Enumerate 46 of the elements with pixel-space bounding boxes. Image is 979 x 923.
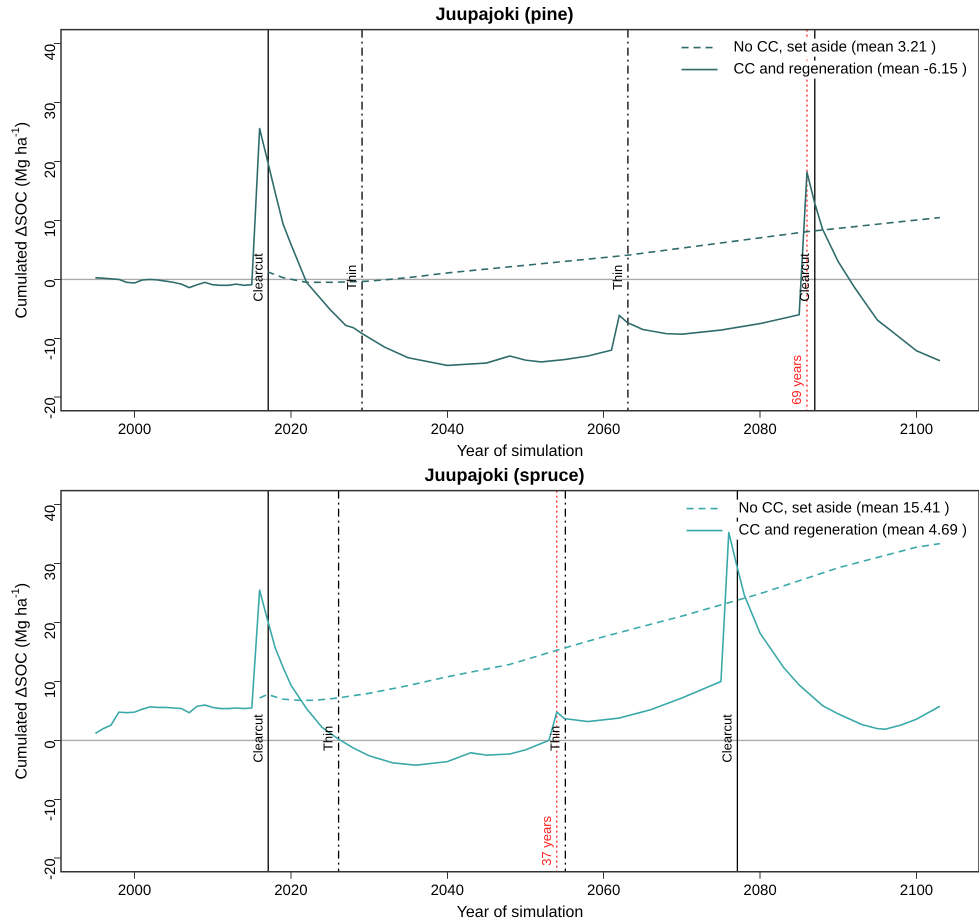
y-tick-label: 0	[42, 740, 60, 749]
ref-line-label: Clearcut	[250, 714, 266, 763]
y-tick-label: 20	[42, 622, 60, 640]
x-tick-label: 2000	[118, 420, 152, 438]
x-tick-label: 2060	[586, 882, 620, 899]
ref-line-label: Clearcut	[250, 252, 266, 302]
ref-line-label: Clearcut	[796, 252, 812, 302]
x-axis-title: Year of simulation	[456, 442, 584, 460]
ref-line-label: Thin	[547, 726, 562, 752]
chart-title: Juupajoki (pine)	[435, 4, 574, 24]
legend-label: No CC, set aside (mean 3.21 )	[734, 38, 936, 56]
x-tick-label: 2020	[274, 420, 308, 438]
ref-line-label: 69 years	[789, 354, 804, 405]
y-tick-label: -20	[42, 397, 60, 419]
y-axis-title: Cumulated ΔSOC (Mg ha-1)	[10, 582, 30, 780]
x-tick-label: 2060	[586, 420, 620, 438]
legend-label: CC and regeneration (mean 4.69 )	[738, 522, 968, 539]
y-tick-label: 20	[42, 162, 60, 178]
ref-line-label: Clearcut	[719, 714, 734, 763]
x-tick-label: 2040	[430, 882, 464, 899]
x-tick-label: 2020	[274, 882, 308, 899]
y-axis-title: Cumulated ΔSOC (Mg ha-1)	[10, 122, 30, 318]
ref-line-label: Thin	[320, 726, 336, 752]
x-tick-label: 2100	[900, 420, 934, 438]
y-tick-label: 10	[42, 220, 60, 238]
y-tick-label: -20	[42, 858, 60, 880]
chart-title: Juupajoki (spruce)	[424, 464, 585, 485]
y-tick-label: 40	[42, 504, 60, 522]
x-axis-title: Year of simulation	[456, 904, 584, 921]
x-tick-label: 2080	[743, 420, 777, 438]
y-tick-label: 10	[42, 681, 60, 698]
y-tick-label: 30	[42, 102, 60, 120]
y-tick-label: 0	[42, 279, 60, 288]
x-tick-label: 2080	[743, 882, 777, 899]
ref-line-label: Thin	[610, 264, 625, 290]
x-tick-label: 2000	[118, 882, 152, 899]
legend-label: No CC, set aside (mean 15.41 )	[738, 500, 950, 517]
x-tick-label: 2040	[430, 420, 464, 438]
y-tick-label: -10	[42, 799, 60, 822]
y-tick-label: 40	[42, 44, 60, 60]
ref-line-label: Thin	[344, 264, 360, 290]
y-tick-label: 30	[42, 564, 60, 580]
ref-line-label: 37 years	[538, 815, 554, 866]
legend-label: CC and regeneration (mean -6.15 )	[734, 60, 968, 78]
x-tick-label: 2100	[900, 882, 934, 899]
y-tick-label: -10	[42, 338, 60, 360]
